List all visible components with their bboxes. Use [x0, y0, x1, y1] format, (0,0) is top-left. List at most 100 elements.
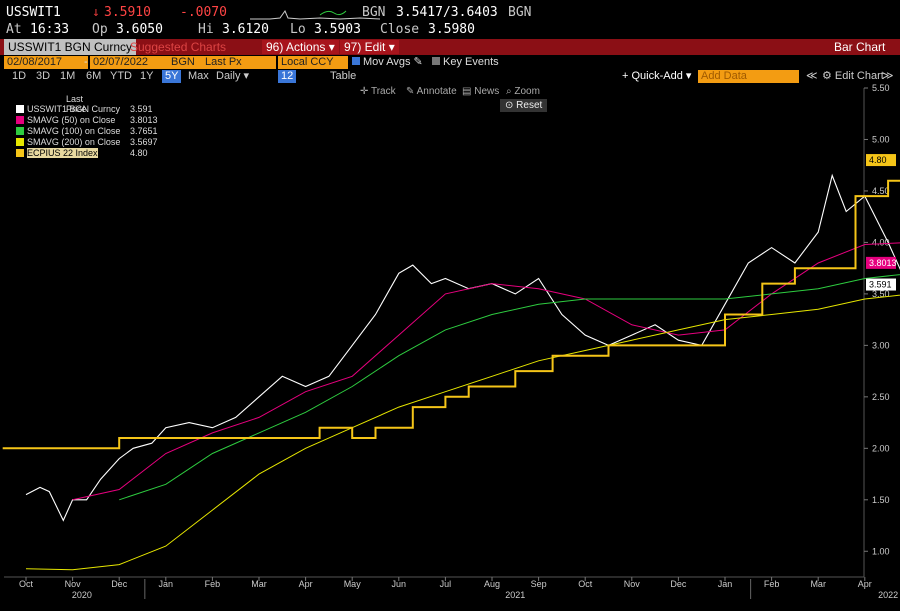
edit-chart-button[interactable]: ⚙ Edit Chart	[822, 70, 884, 82]
track-tool[interactable]: ✛ Track	[360, 86, 396, 97]
chart-type-label: Bar Chart	[834, 40, 886, 54]
period-1m[interactable]: 1M	[60, 70, 76, 82]
year-label: 2020	[72, 590, 92, 600]
quote-line-2: At 16:33 Op 3.6050 Hi 3.6120 Lo 3.5903 C…	[0, 22, 900, 40]
x-tick-label: Dec	[111, 579, 128, 589]
x-tick-label: Mar	[810, 579, 826, 589]
source-label-2: BGN	[508, 5, 532, 20]
checkbox-icon	[352, 57, 360, 65]
add-data-input[interactable]: Add Data	[698, 70, 799, 83]
period-1d[interactable]: 1D	[12, 70, 27, 82]
high-label: Hi	[198, 22, 214, 37]
year-label: 2021	[505, 590, 525, 600]
source-field[interactable]: BGN	[168, 56, 202, 69]
checkbox-icon	[432, 57, 440, 65]
y-tick-label: 4.00	[872, 237, 890, 247]
key-events-toggle[interactable]: Key Events	[432, 56, 499, 69]
end-date-field[interactable]: 02/07/2022	[90, 56, 168, 69]
at-label: At	[6, 22, 22, 37]
mov-avgs-toggle[interactable]: Mov Avgs ✎	[352, 56, 423, 69]
edit-menu[interactable]: 97) Edit ▾	[340, 40, 399, 54]
quick-add-button[interactable]: + Quick-Add ▾	[622, 70, 692, 82]
period-ytd[interactable]: YTD	[110, 70, 132, 82]
series-line-2	[119, 274, 900, 501]
period-6m[interactable]: 6M	[86, 70, 102, 82]
x-tick-label: Nov	[65, 579, 82, 589]
x-tick-label: Aug	[484, 579, 500, 589]
source-label: BGN	[362, 5, 386, 20]
y-tick-label: 2.00	[872, 443, 890, 453]
series-line-3	[25, 294, 900, 571]
x-tick-label: Oct	[578, 579, 593, 589]
x-tick-label: Dec	[670, 579, 687, 589]
close-label: Close	[380, 22, 420, 37]
date-separator: -	[84, 56, 88, 68]
value-tag-bg	[866, 154, 896, 167]
series-line-4	[2, 179, 900, 450]
low-value: 3.5903	[314, 22, 361, 37]
legend-item-cpi: ECPIUS 22 Index 4.80	[16, 148, 148, 159]
table-button[interactable]: Table	[330, 70, 357, 82]
frequency-dropdown[interactable]: Daily ▾	[216, 70, 250, 82]
period-3d[interactable]: 3D	[36, 70, 51, 82]
open-label: Op	[92, 22, 108, 37]
x-tick-label: Feb	[764, 579, 780, 589]
close-value: 3.5980	[428, 22, 475, 37]
period-max[interactable]: Max	[188, 70, 209, 82]
time: 16:33	[30, 22, 70, 37]
x-tick-label: Oct	[19, 579, 34, 589]
reset-button[interactable]: ⊙ Reset	[500, 99, 548, 112]
last-price: 3.5910	[104, 5, 151, 20]
x-tick-label: Nov	[624, 579, 641, 589]
bar-count-field[interactable]: 12	[278, 70, 297, 83]
sparkline-green	[318, 5, 348, 25]
value-tag-label: 4.80	[869, 155, 887, 165]
controls-row: 02/08/2017 - 02/07/2022 BGN Last Px Loca…	[0, 56, 900, 70]
y-tick-label: 2.50	[872, 392, 890, 402]
y-tick-label: 5.50	[872, 83, 890, 93]
legend-item-sma200: SMAVG (200) on Close 3.5697	[16, 137, 158, 148]
value-tag-label: 3.591	[869, 280, 892, 290]
security-field[interactable]: USSWIT1 BGN Curncy	[4, 39, 137, 55]
value-tag-bg	[866, 278, 896, 291]
start-date-field[interactable]: 02/08/2017	[4, 56, 88, 69]
y-tick-label: 5.00	[872, 134, 890, 144]
period-row: 1D 3D 1M 6M YTD 1Y 5Y Max Daily ▾ 12 Tab…	[0, 70, 900, 84]
x-tick-label: Apr	[858, 579, 872, 589]
series-line-1	[72, 242, 900, 501]
year-label: 2022	[878, 590, 898, 600]
news-tool[interactable]: ▤ News	[462, 86, 500, 97]
high-value: 3.6120	[222, 22, 269, 37]
bid-ask: 3.5417/3.6403	[396, 5, 498, 20]
x-tick-label: Mar	[251, 579, 267, 589]
legend-item-sma100: SMAVG (100) on Close 3.7651	[16, 126, 158, 137]
expand-icon[interactable]: ≫	[882, 70, 894, 82]
x-tick-label: Jul	[440, 579, 452, 589]
value-tag-label: 3.8013	[869, 258, 897, 268]
y-tick-label: 4.50	[872, 186, 890, 196]
x-tick-label: Sep	[531, 579, 547, 589]
y-tick-label: 3.50	[872, 289, 890, 299]
period-5y[interactable]: 5Y	[162, 70, 182, 83]
open-value: 3.6050	[116, 22, 163, 37]
net-change: -.0070	[180, 5, 227, 20]
currency-selector[interactable]: Local CCY	[278, 56, 348, 69]
sparkline-icon	[250, 9, 381, 20]
sparkline	[250, 5, 381, 25]
actions-menu[interactable]: 96) Actions ▾	[262, 40, 339, 54]
x-tick-label: Apr	[299, 579, 313, 589]
period-1y[interactable]: 1Y	[140, 70, 154, 82]
annotate-tool[interactable]: ✎ Annotate	[406, 86, 457, 97]
suggested-charts-button[interactable]: Suggested Charts	[130, 40, 227, 54]
down-arrow-icon: ↓	[92, 5, 100, 20]
x-tick-label: Feb	[205, 579, 221, 589]
x-tick-label: Jan	[718, 579, 733, 589]
y-tick-label: 1.00	[872, 546, 890, 556]
main-toolbar: USSWIT1 BGN Curncy Suggested Charts 96) …	[0, 39, 900, 55]
x-tick-label: May	[344, 579, 362, 589]
low-label: Lo	[290, 22, 306, 37]
zoom-tool[interactable]: ⌕ Zoom	[506, 86, 540, 97]
legend-header: Last Price	[66, 94, 87, 114]
collapse-icon[interactable]: ≪	[806, 70, 818, 82]
field-selector[interactable]: Last Px	[202, 56, 276, 69]
